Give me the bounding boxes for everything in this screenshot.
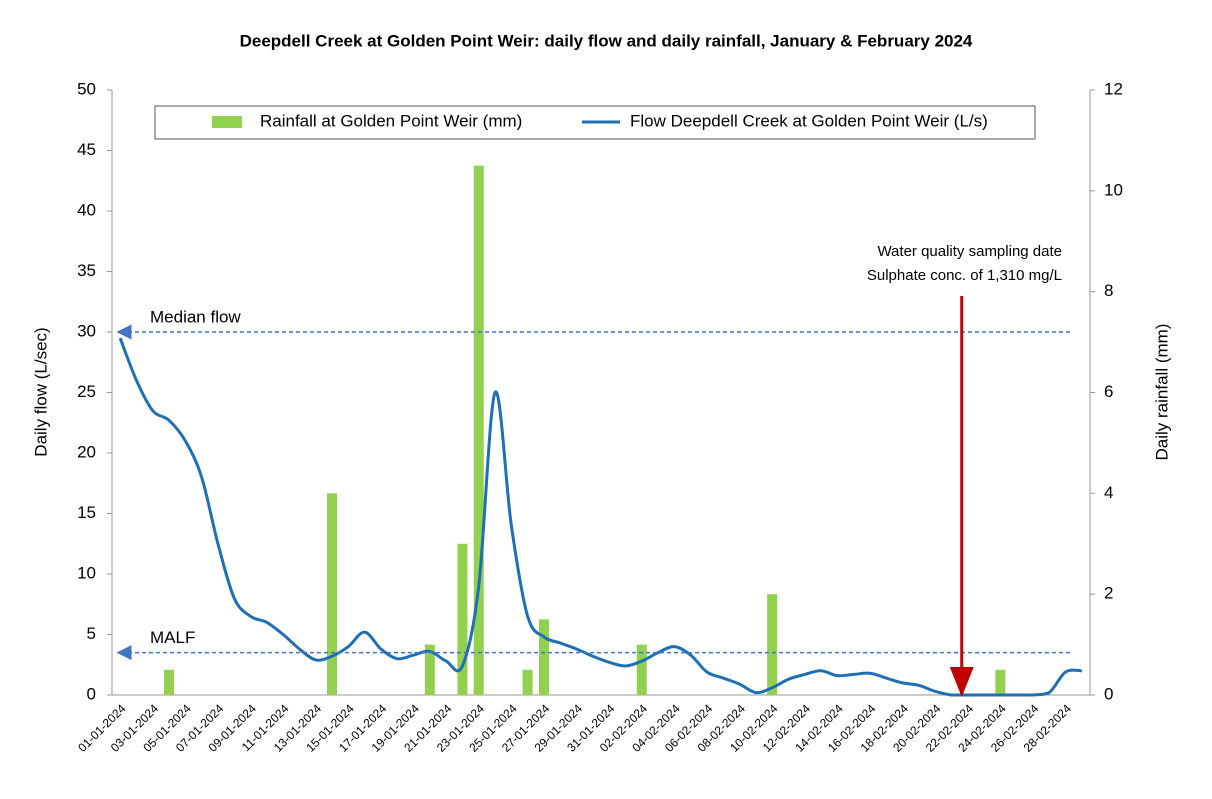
- reference-label: MALF: [150, 628, 195, 647]
- reference-label: Median flow: [150, 307, 241, 326]
- y2-tick-label: 2: [1104, 584, 1113, 603]
- bar: [767, 594, 778, 695]
- flow-line: [118, 337, 1082, 697]
- bar: [457, 543, 468, 695]
- y2-tick-label: 0: [1104, 684, 1113, 703]
- y-tick-label: 10: [77, 563, 96, 582]
- legend-label: Rainfall at Golden Point Weir (mm): [260, 111, 522, 130]
- bar: [995, 669, 1006, 695]
- chart-title: Deepdell Creek at Golden Point Weir: dai…: [240, 31, 973, 50]
- annotation-text: Sulphate conc. of 1,310 mg/L: [867, 267, 1062, 284]
- bar: [473, 165, 484, 695]
- bar: [327, 493, 338, 695]
- legend-swatch: [212, 116, 242, 128]
- y-tick-label: 15: [77, 503, 96, 522]
- y-tick-label: 5: [87, 624, 96, 643]
- y2-tick-label: 12: [1104, 79, 1123, 98]
- bar: [538, 619, 549, 695]
- y-tick-label: 0: [87, 684, 96, 703]
- bar: [636, 644, 647, 695]
- bar: [522, 669, 533, 695]
- y-tick-label: 40: [77, 200, 96, 219]
- y-tick-label: 20: [77, 442, 96, 461]
- annotation-text: Water quality sampling date: [877, 243, 1062, 260]
- y-tick-label: 25: [77, 382, 96, 401]
- y2-axis-title: Daily rainfall (mm): [1152, 324, 1171, 461]
- y2-tick-label: 6: [1104, 382, 1113, 401]
- bar: [164, 669, 175, 695]
- y-axis-title: Daily flow (L/sec): [31, 327, 50, 456]
- y2-tick-label: 8: [1104, 281, 1113, 300]
- legend-label: Flow Deepdell Creek at Golden Point Weir…: [630, 111, 988, 130]
- bar: [424, 644, 435, 695]
- y2-tick-label: 10: [1104, 180, 1123, 199]
- y-tick-label: 30: [77, 321, 96, 340]
- y-tick-label: 35: [77, 261, 96, 280]
- y2-tick-label: 4: [1104, 483, 1113, 502]
- y-tick-label: 50: [77, 79, 96, 98]
- y-tick-label: 45: [77, 140, 96, 159]
